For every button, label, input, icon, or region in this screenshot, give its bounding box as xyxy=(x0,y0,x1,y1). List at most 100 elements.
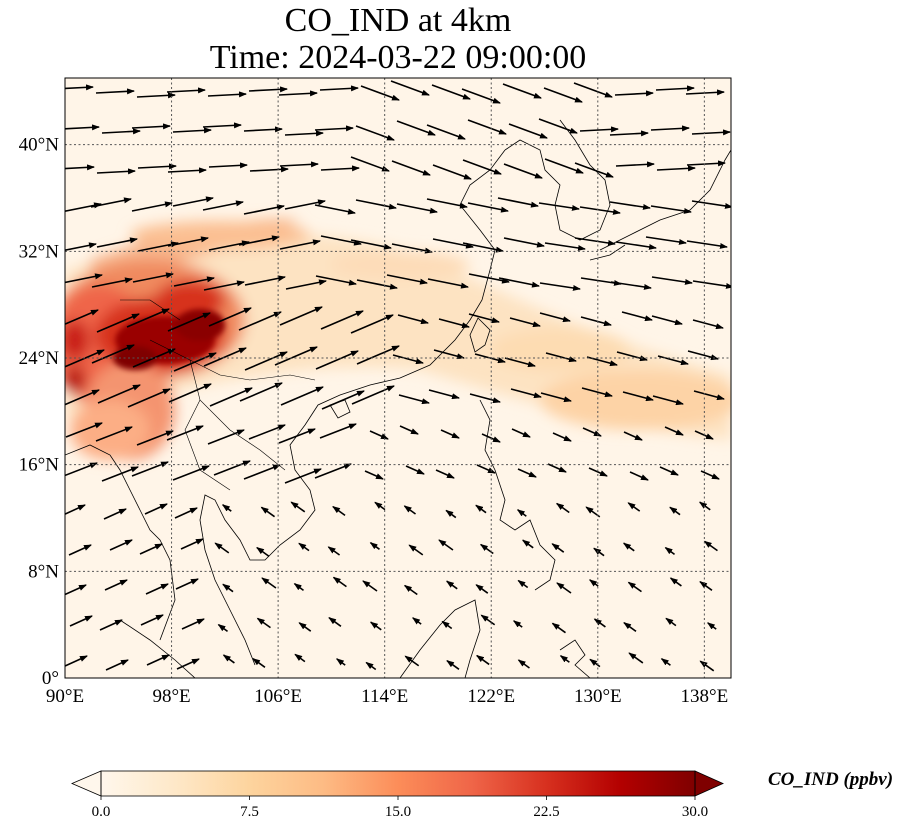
wind-arrow xyxy=(669,577,682,587)
wind-arrow xyxy=(614,90,654,97)
wind-arrow xyxy=(172,196,214,207)
wind-arrow xyxy=(279,161,319,168)
lat-tick-label: 16°N xyxy=(19,455,60,476)
wind-arrow xyxy=(213,460,251,476)
wind-arrow xyxy=(391,243,433,254)
chart-title: CO_IND at 4km Time: 2024-03-22 09:00:00 xyxy=(65,2,731,76)
wind-arrow xyxy=(126,308,170,328)
wind-arrow xyxy=(136,92,176,99)
wind-arrow xyxy=(96,237,138,248)
wind-arrow xyxy=(432,238,474,249)
wind-arrow xyxy=(238,235,280,246)
wind-arrow xyxy=(332,576,347,588)
wind-arrow xyxy=(172,465,210,481)
wind-arrow xyxy=(399,425,419,435)
wind-arrow xyxy=(332,505,346,517)
wind-arrow xyxy=(622,391,654,402)
wind-arrow xyxy=(65,124,100,131)
wind-arrow xyxy=(278,90,318,97)
concentration-field xyxy=(65,78,731,678)
lon-tick-labels: 90°E 98°E 106°E 114°E 122°E 130°E 138°E xyxy=(46,686,728,707)
wind-arrow xyxy=(609,130,649,137)
wind-arrow xyxy=(260,506,276,518)
lon-tick-label: 122°E xyxy=(467,686,515,707)
wind-arrow xyxy=(65,422,103,438)
wind-arrow xyxy=(91,344,135,364)
wind-arrow xyxy=(280,386,324,406)
wind-arrow xyxy=(540,392,572,403)
wind-arrow xyxy=(256,617,271,629)
wind-arrow xyxy=(538,202,580,211)
wind-arrow xyxy=(314,204,356,215)
wind-arrow xyxy=(356,279,398,290)
wind-arrow xyxy=(65,504,86,515)
wind-arrow xyxy=(579,126,619,133)
wind-arrow xyxy=(284,130,324,137)
wind-arrow xyxy=(217,624,229,632)
wind-arrow xyxy=(104,579,128,591)
wind-arrow xyxy=(650,205,692,214)
wind-arrow xyxy=(65,273,103,284)
wind-arrow xyxy=(369,621,382,631)
wind-arrow xyxy=(350,314,394,334)
wind-arrow xyxy=(207,91,247,98)
wind-arrow xyxy=(95,426,133,442)
wind-arrow xyxy=(469,393,501,404)
lat-tick-label: 24°N xyxy=(19,348,60,369)
wind-arrow xyxy=(559,655,570,663)
wind-arrow xyxy=(441,620,453,630)
wind-arrow xyxy=(552,432,572,442)
wind-arrow xyxy=(65,164,95,171)
wind-arrow xyxy=(543,87,583,103)
wind-arrow xyxy=(173,276,215,287)
wind-arrow xyxy=(467,202,509,213)
wind-arrow xyxy=(432,164,472,180)
wind-arrow xyxy=(97,384,141,404)
wind-arrow xyxy=(433,349,465,360)
wind-arrow xyxy=(510,388,542,399)
gridlines xyxy=(65,78,731,678)
wind-arrow xyxy=(243,126,283,133)
wind-arrow xyxy=(207,429,245,445)
wind-arrow xyxy=(350,156,390,172)
wind-arrow xyxy=(468,313,500,324)
wind-arrow xyxy=(593,618,606,628)
wind-arrow xyxy=(105,659,129,671)
wind-arrow xyxy=(222,583,234,593)
wind-arrow xyxy=(95,88,135,95)
wind-arrow xyxy=(686,160,726,167)
wind-arrow xyxy=(180,538,204,550)
wind-arrow xyxy=(669,506,681,516)
wind-arrow xyxy=(356,345,400,365)
wind-arrow xyxy=(664,547,676,555)
wind-arrow xyxy=(365,661,377,671)
wind-arrow xyxy=(588,467,608,477)
title-line-2: Time: 2024-03-22 09:00:00 xyxy=(209,39,587,76)
wind-arrow xyxy=(222,654,235,664)
wind-arrow xyxy=(65,655,88,667)
wind-arrow xyxy=(403,505,417,515)
wind-arrow xyxy=(351,385,395,405)
wind-arrow xyxy=(65,309,99,326)
wind-arrow xyxy=(475,504,487,514)
wind-arrow xyxy=(293,583,304,591)
wind-arrow xyxy=(298,542,310,552)
wind-arrow xyxy=(284,468,322,484)
wind-arrow xyxy=(244,351,288,371)
wind-arrow xyxy=(209,387,253,407)
wind-arrow xyxy=(547,463,567,473)
wind-arrow xyxy=(131,201,173,212)
wind-arrow xyxy=(664,426,684,436)
lat-tick-labels: 0° 8°N 16°N 24°N 32°N 40°N xyxy=(19,135,60,689)
wind-arrow xyxy=(574,162,614,178)
wind-arrow xyxy=(336,658,346,666)
wind-arrow xyxy=(480,614,496,626)
wind-arrow xyxy=(660,658,671,666)
wind-arrow xyxy=(244,275,286,286)
wind-arrow xyxy=(699,581,713,591)
wind-arrow xyxy=(650,125,690,132)
map-frame xyxy=(64,77,732,679)
wind-arrow xyxy=(517,659,530,669)
wind-arrow xyxy=(438,318,470,329)
wind-arrow xyxy=(445,580,458,590)
